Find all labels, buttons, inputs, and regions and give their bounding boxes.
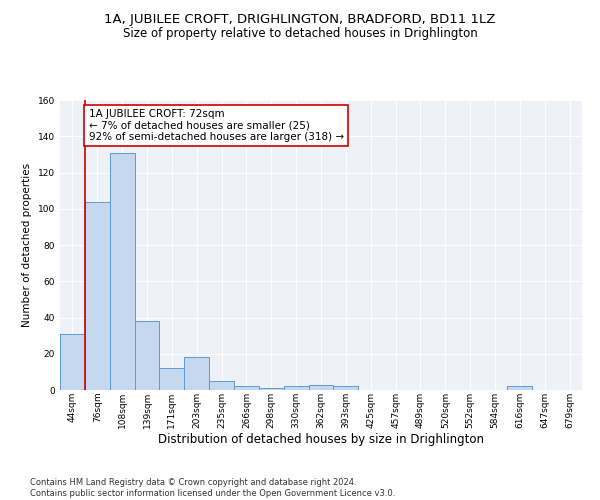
Text: Size of property relative to detached houses in Drighlington: Size of property relative to detached ho… bbox=[122, 28, 478, 40]
Bar bbox=[259, 388, 284, 390]
Bar bbox=[134, 321, 160, 390]
Bar bbox=[234, 386, 259, 390]
Bar bbox=[508, 386, 532, 390]
Y-axis label: Number of detached properties: Number of detached properties bbox=[22, 163, 32, 327]
Bar bbox=[160, 368, 184, 390]
Text: 1A, JUBILEE CROFT, DRIGHLINGTON, BRADFORD, BD11 1LZ: 1A, JUBILEE CROFT, DRIGHLINGTON, BRADFOR… bbox=[104, 12, 496, 26]
Bar bbox=[60, 334, 85, 390]
Bar bbox=[110, 152, 134, 390]
Text: Contains HM Land Registry data © Crown copyright and database right 2024.
Contai: Contains HM Land Registry data © Crown c… bbox=[30, 478, 395, 498]
Bar bbox=[209, 381, 234, 390]
Bar bbox=[184, 358, 209, 390]
Bar bbox=[284, 386, 308, 390]
Bar bbox=[308, 384, 334, 390]
X-axis label: Distribution of detached houses by size in Drighlington: Distribution of detached houses by size … bbox=[158, 434, 484, 446]
Bar bbox=[334, 386, 358, 390]
Text: 1A JUBILEE CROFT: 72sqm
← 7% of detached houses are smaller (25)
92% of semi-det: 1A JUBILEE CROFT: 72sqm ← 7% of detached… bbox=[89, 109, 344, 142]
Bar bbox=[85, 202, 110, 390]
